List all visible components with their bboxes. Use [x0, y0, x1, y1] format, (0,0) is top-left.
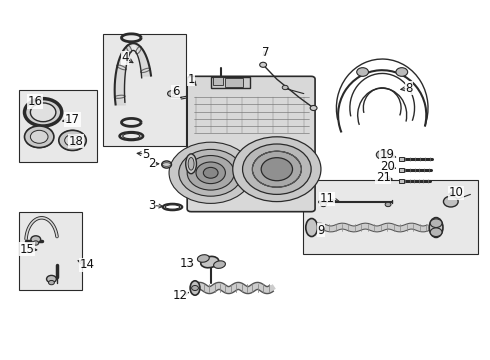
Ellipse shape: [201, 256, 219, 268]
Circle shape: [192, 285, 198, 291]
Circle shape: [59, 130, 86, 150]
Bar: [19, 212, 82, 290]
Circle shape: [187, 156, 234, 190]
Circle shape: [320, 202, 326, 207]
Circle shape: [24, 126, 54, 148]
FancyBboxPatch shape: [187, 76, 315, 212]
Circle shape: [49, 280, 54, 285]
Circle shape: [310, 105, 317, 111]
Text: 5: 5: [142, 148, 150, 161]
Bar: [19, 90, 97, 162]
Circle shape: [252, 151, 301, 187]
Circle shape: [443, 196, 458, 207]
Ellipse shape: [186, 154, 196, 174]
Circle shape: [376, 150, 388, 159]
Text: 18: 18: [69, 135, 83, 148]
Text: 11: 11: [320, 192, 335, 205]
Text: 14: 14: [80, 258, 95, 271]
Text: 8: 8: [405, 82, 413, 95]
Circle shape: [261, 158, 293, 181]
Text: 21: 21: [376, 171, 391, 184]
Bar: [303, 180, 478, 254]
Ellipse shape: [429, 217, 443, 238]
Text: 12: 12: [173, 289, 188, 302]
Circle shape: [385, 202, 391, 207]
Ellipse shape: [188, 157, 194, 170]
Circle shape: [31, 236, 41, 243]
Text: 20: 20: [380, 160, 394, 173]
Circle shape: [430, 228, 442, 237]
Circle shape: [396, 68, 408, 76]
Text: 19: 19: [380, 148, 394, 161]
Circle shape: [30, 130, 48, 143]
Bar: [225, 78, 243, 87]
Text: 1: 1: [187, 73, 195, 86]
Circle shape: [357, 68, 368, 76]
Bar: [211, 77, 250, 88]
Circle shape: [30, 103, 56, 122]
Circle shape: [47, 275, 56, 283]
Circle shape: [179, 149, 243, 196]
Circle shape: [203, 167, 218, 178]
Bar: [399, 168, 404, 172]
Circle shape: [168, 91, 175, 96]
Circle shape: [260, 62, 267, 67]
Bar: [103, 34, 186, 146]
Circle shape: [196, 162, 225, 184]
Text: 16: 16: [28, 95, 43, 108]
Circle shape: [243, 144, 311, 194]
Ellipse shape: [214, 261, 225, 268]
Circle shape: [169, 142, 252, 203]
Circle shape: [282, 85, 288, 90]
Bar: [399, 157, 404, 161]
Text: 13: 13: [180, 257, 195, 270]
Text: 10: 10: [448, 186, 463, 199]
Ellipse shape: [190, 281, 200, 295]
Text: 6: 6: [172, 85, 179, 98]
Text: 7: 7: [262, 46, 270, 59]
Circle shape: [233, 137, 321, 202]
Text: 17: 17: [65, 113, 80, 126]
Bar: [213, 77, 223, 85]
Circle shape: [24, 99, 62, 126]
Text: 9: 9: [317, 224, 325, 237]
Ellipse shape: [197, 255, 209, 262]
Text: 2: 2: [148, 157, 156, 170]
Circle shape: [162, 161, 172, 168]
Text: 4: 4: [121, 51, 129, 64]
Circle shape: [33, 241, 39, 245]
Circle shape: [430, 219, 442, 228]
Circle shape: [65, 135, 80, 146]
Text: 15: 15: [20, 243, 34, 256]
Bar: [399, 179, 404, 183]
Text: 3: 3: [148, 199, 156, 212]
Ellipse shape: [306, 219, 318, 237]
